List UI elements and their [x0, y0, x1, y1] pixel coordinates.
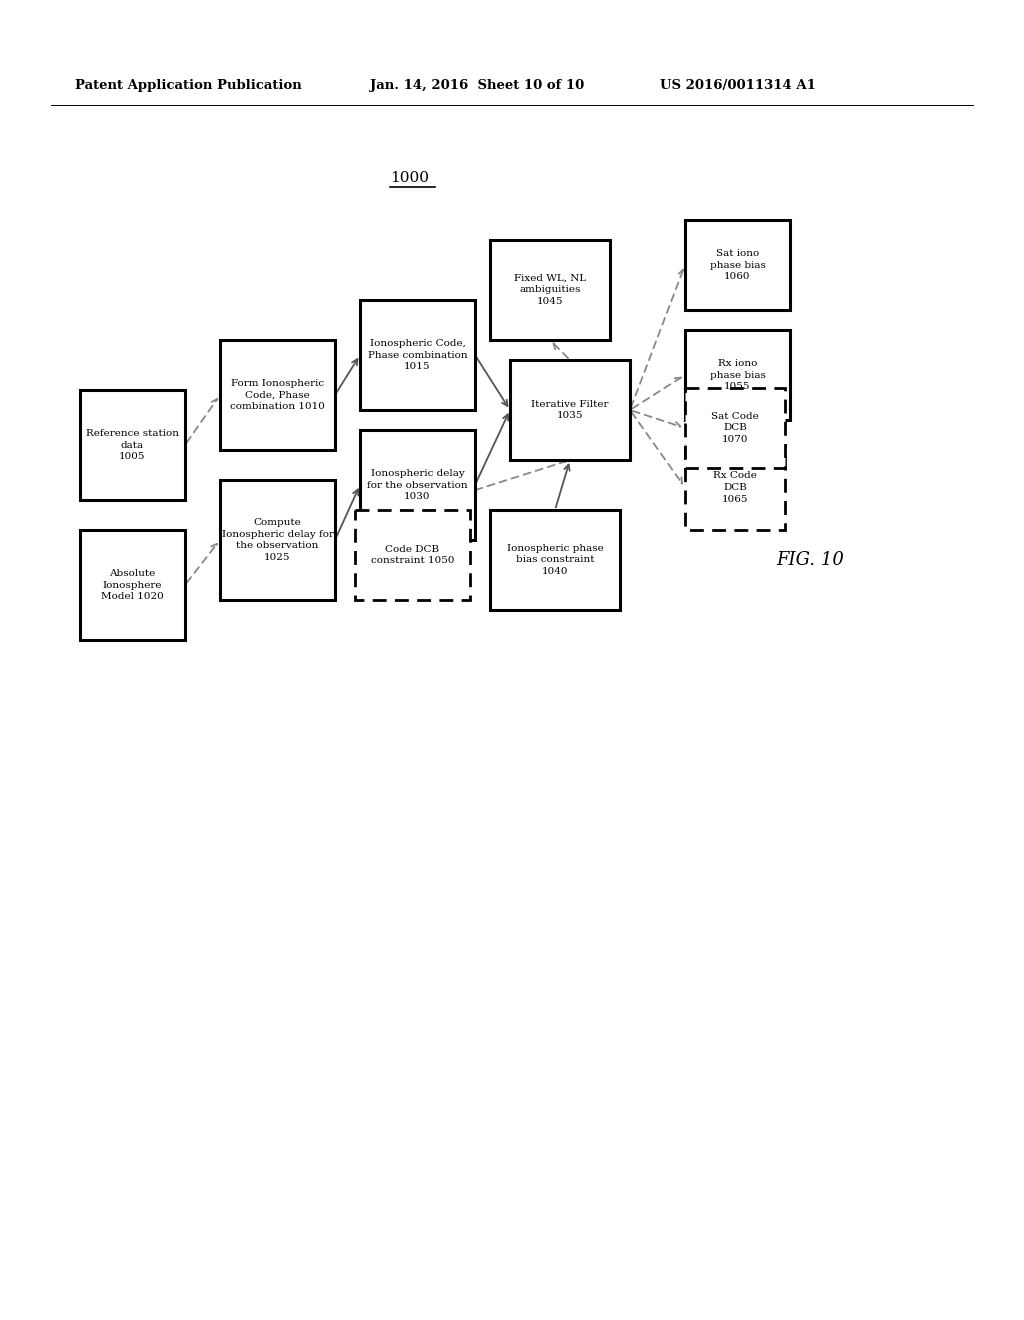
Bar — [220, 480, 335, 601]
Bar — [220, 341, 335, 450]
Text: Code DCB
constraint 1050: Code DCB constraint 1050 — [371, 545, 455, 565]
Text: 1000: 1000 — [390, 172, 429, 185]
Text: Sat Code
DCB
1070: Sat Code DCB 1070 — [711, 412, 759, 445]
Text: Reference station
data
1005: Reference station data 1005 — [86, 429, 179, 461]
Bar — [360, 300, 475, 411]
Bar — [685, 220, 790, 310]
Bar — [685, 445, 785, 531]
Text: Rx Code
DCB
1065: Rx Code DCB 1065 — [713, 471, 757, 504]
Text: Patent Application Publication: Patent Application Publication — [75, 78, 302, 91]
Text: Compute
Ionospheric delay for
the observation
1025: Compute Ionospheric delay for the observ… — [221, 517, 334, 562]
Text: US 2016/0011314 A1: US 2016/0011314 A1 — [660, 78, 816, 91]
Text: Absolute
Ionosphere
Model 1020: Absolute Ionosphere Model 1020 — [101, 569, 164, 602]
Text: Fixed WL, NL
ambiguities
1045: Fixed WL, NL ambiguities 1045 — [514, 273, 586, 306]
Bar — [685, 330, 790, 420]
Text: Iterative Filter
1035: Iterative Filter 1035 — [531, 400, 608, 420]
Bar — [510, 360, 630, 459]
Bar — [490, 510, 620, 610]
Bar — [490, 240, 610, 341]
Text: Ionospheric phase
bias constraint
1040: Ionospheric phase bias constraint 1040 — [507, 544, 603, 577]
Bar — [80, 389, 185, 500]
Text: Ionospheric delay
for the observation
1030: Ionospheric delay for the observation 10… — [368, 469, 468, 502]
Bar — [360, 430, 475, 540]
Bar — [80, 531, 185, 640]
Bar — [355, 510, 470, 601]
Text: FIG. 10: FIG. 10 — [776, 550, 844, 569]
Text: Sat iono
phase bias
1060: Sat iono phase bias 1060 — [710, 248, 765, 281]
Text: Ionospheric Code,
Phase combination
1015: Ionospheric Code, Phase combination 1015 — [368, 339, 467, 371]
Text: Form Ionospheric
Code, Phase
combination 1010: Form Ionospheric Code, Phase combination… — [230, 379, 325, 412]
Text: Jan. 14, 2016  Sheet 10 of 10: Jan. 14, 2016 Sheet 10 of 10 — [370, 78, 585, 91]
Text: Rx iono
phase bias
1055: Rx iono phase bias 1055 — [710, 359, 765, 391]
Bar — [685, 388, 785, 469]
